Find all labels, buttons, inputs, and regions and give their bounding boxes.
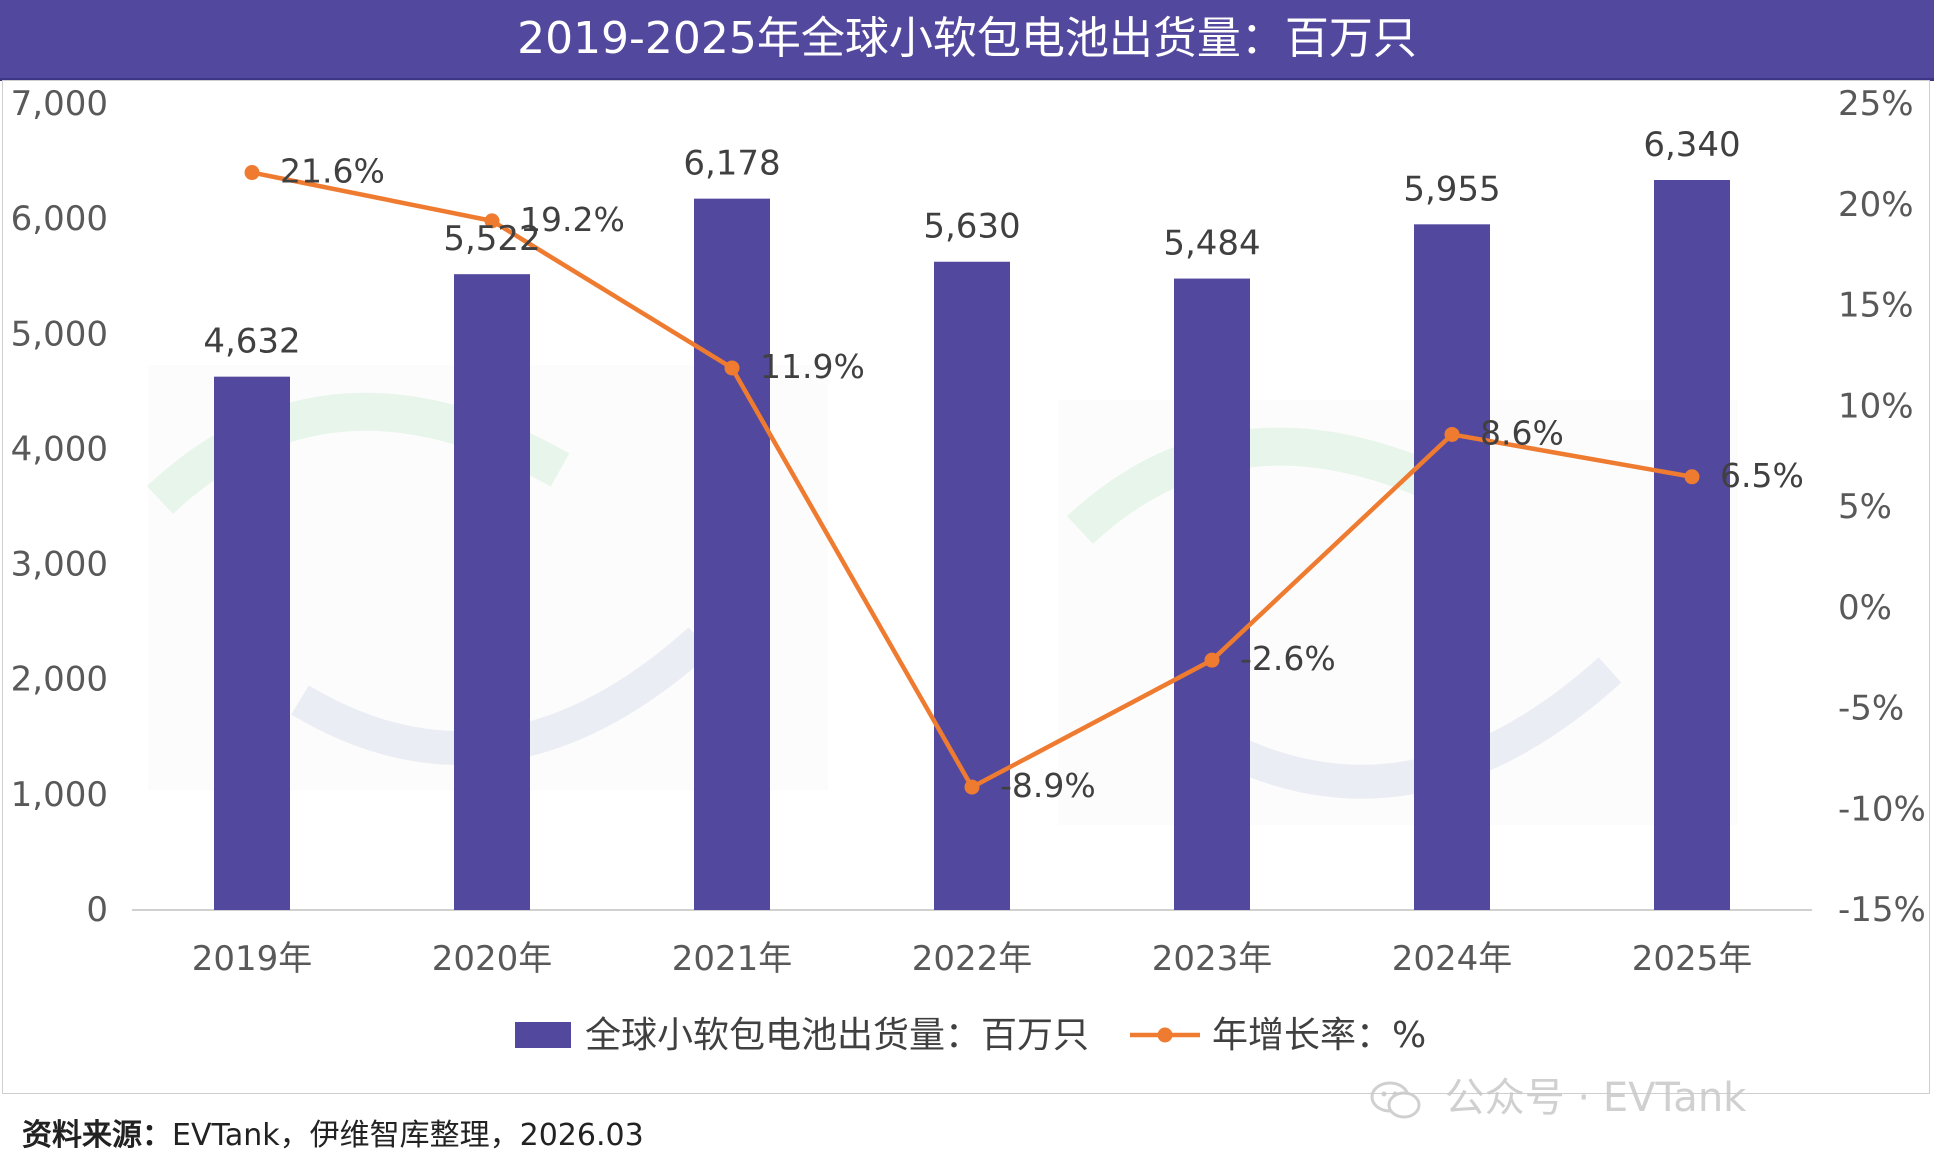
y-right-tick-label: -5% [1838, 689, 1904, 729]
line-value-label: -8.9% [1000, 766, 1096, 805]
y-left-tick-label: 7,000 [11, 84, 108, 124]
y-left-tick-label: 6,000 [11, 199, 108, 239]
line-point [1444, 426, 1460, 442]
x-tick-label: 2025年 [1632, 939, 1753, 979]
y-right-tick-label: 5% [1838, 487, 1892, 527]
line-point [1684, 469, 1700, 485]
source-label: 资料来源： [22, 1118, 172, 1153]
x-tick-label: 2023年 [1152, 939, 1273, 979]
bar-value-label: 5,955 [1403, 169, 1500, 209]
y-left-tick-label: 0 [86, 890, 108, 930]
y-left-tick-label: 1,000 [11, 775, 108, 815]
line-value-label: 19.2% [520, 200, 625, 239]
line-value-label: 6.5% [1720, 456, 1804, 495]
line-point [484, 213, 500, 229]
bar-value-label: 4,632 [203, 322, 300, 362]
line-value-label: -2.6% [1240, 639, 1336, 678]
chart-title: 2019-2025年全球小软包电池出货量：百万只 [517, 13, 1417, 64]
bar [694, 198, 770, 910]
axes: 0 1,000 2,000 3,000 4,000 5,000 6,000 7,000 -15%… [11, 84, 1926, 979]
bar-value-label: 5,522 [443, 219, 540, 259]
wechat-icon [1370, 1081, 1421, 1119]
source-text: EVTank，伊维智库整理，2026.03 [172, 1118, 644, 1153]
bar-value-label: 5,484 [1163, 224, 1260, 264]
bar [214, 376, 290, 910]
title-bar: 2019-2025年全球小软包电池出货量：百万只 [0, 0, 1934, 81]
y-left-tick-label: 5,000 [11, 314, 108, 354]
y-right-tick-label: 25% [1838, 84, 1914, 124]
data-labels: 4,632 5,522 6,178 5,630 5,484 5,955 6,340 21.6%… [203, 125, 1804, 805]
y-right-tick-label: -10% [1838, 789, 1926, 829]
x-tick-label: 2019年 [192, 939, 313, 979]
bar-value-label: 5,630 [923, 207, 1020, 247]
x-tick-label: 2021年 [672, 939, 793, 979]
y-right-tick-label: 20% [1838, 185, 1914, 225]
line-value-label: 21.6% [280, 152, 385, 191]
line-point [244, 165, 260, 181]
bar [1654, 179, 1730, 911]
chart-frame [2, 80, 1930, 1094]
line-point [964, 779, 980, 795]
bar [1414, 224, 1490, 910]
x-tick-label: 2020年 [432, 939, 553, 979]
x-tick-label: 2024年 [1392, 939, 1513, 979]
bar [934, 261, 1010, 910]
y-right-tick-label: 0% [1838, 588, 1892, 628]
line-point [1204, 652, 1220, 668]
bar [1174, 278, 1250, 910]
legend-swatch-bar [515, 1022, 571, 1048]
y-right-tick-label: -15% [1838, 890, 1926, 930]
legend-swatch-marker [1157, 1027, 1173, 1043]
y-left-tick-label: 3,000 [11, 545, 108, 585]
x-tick-label: 2022年 [912, 939, 1033, 979]
line-value-label: 11.9% [760, 347, 865, 386]
bar-value-label: 6,340 [1643, 125, 1740, 165]
line-series [244, 165, 1700, 795]
source-note: 资料来源：EVTank，伊维智库整理，2026.03 [22, 1110, 644, 1154]
y-right-tick-label: 15% [1838, 286, 1914, 326]
line-value-label: 8.6% [1480, 413, 1564, 452]
y-right-tick-label: 10% [1838, 386, 1914, 426]
watermark: 公众号 · EVTank [1370, 1065, 1746, 1123]
line-point [724, 360, 740, 376]
bar [454, 274, 530, 910]
watermark-text: 公众号 · EVTank [1444, 1075, 1747, 1121]
y-left-tick-label: 2,000 [11, 660, 108, 700]
legend: 全球小软包电池出货量：百万只 年增长率：% [515, 1015, 1426, 1056]
legend-label-line: 年增长率：% [1212, 1015, 1426, 1056]
legend-label-bar: 全球小软包电池出货量：百万只 [585, 1015, 1089, 1056]
bar-series [214, 179, 1730, 911]
bar-value-label: 6,178 [683, 144, 780, 184]
y-left-tick-label: 4,000 [11, 429, 108, 469]
